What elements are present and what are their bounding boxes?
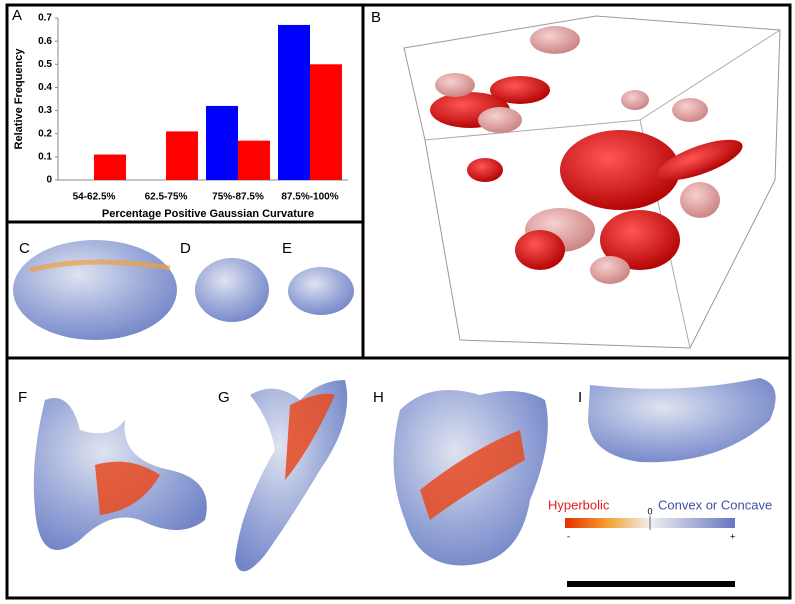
colorbar-left-label: Hyperbolic <box>548 497 610 512</box>
bar-chart: Percentage Positive Gaussian Curvature R… <box>13 13 348 220</box>
cell <box>478 107 522 133</box>
cell <box>490 76 550 104</box>
x-tick-label: 54-62.5% <box>73 192 116 203</box>
y-tick-label: 0.1 <box>38 151 52 162</box>
curvature-band <box>29 259 171 273</box>
colorbar-min-label: - <box>567 531 570 541</box>
panel-label: H <box>373 389 384 406</box>
x-tick-label: 75%-87.5% <box>212 192 264 203</box>
cell <box>590 256 630 284</box>
cell <box>600 210 680 270</box>
panel-fi-shapes <box>33 378 776 587</box>
bar <box>238 140 270 180</box>
box-edge <box>639 29 781 121</box>
bar <box>310 64 342 180</box>
shape-d <box>195 258 269 322</box>
bar <box>94 154 126 180</box>
panel-fi-frame <box>5 356 792 600</box>
bounding-box <box>403 15 781 349</box>
box-edge <box>424 119 641 141</box>
cell <box>435 73 475 97</box>
panel-label: C <box>19 240 30 257</box>
curvature-patch <box>285 393 335 480</box>
y-tick-label: 0.2 <box>38 128 52 139</box>
colorbar-max-label: + <box>730 531 735 541</box>
x-tick-label: 87.5%-100% <box>281 192 338 203</box>
text-layer: A B C D E F G H I Hyperbolic Convex or C… <box>12 7 772 541</box>
panel-b-scene <box>403 15 781 349</box>
colorbar-mid-label: 0 <box>647 506 652 516</box>
panel-cde-shapes <box>13 240 354 340</box>
cell <box>560 130 680 210</box>
y-tick-label: 0.3 <box>38 105 52 116</box>
cell <box>657 139 743 181</box>
x-tick-label: 62.5-75% <box>145 192 188 203</box>
cell <box>530 26 580 54</box>
shape-e <box>288 267 354 315</box>
x-axis-label: Percentage Positive Gaussian Curvature <box>102 208 314 220</box>
panel-frames <box>5 3 792 600</box>
y-tick-label: 0.6 <box>38 36 52 47</box>
shape-i <box>588 378 776 463</box>
cell <box>621 90 649 110</box>
panel-label: B <box>371 9 381 26</box>
shape-g <box>235 380 348 572</box>
bar <box>206 105 238 180</box>
cell <box>672 98 708 122</box>
cell <box>680 182 720 218</box>
panel-label: F <box>18 389 27 406</box>
curvature-patch <box>95 461 160 515</box>
y-tick-label: 0 <box>46 175 52 186</box>
cell <box>467 158 503 182</box>
y-tick-label: 0.5 <box>38 59 52 70</box>
y-tick-label: 0.4 <box>38 82 52 93</box>
bar <box>278 24 310 181</box>
panel-label: I <box>578 389 582 406</box>
panel-label: E <box>282 240 292 257</box>
panel-label: G <box>218 389 230 406</box>
panel-label: A <box>12 7 22 24</box>
panel-label: D <box>180 240 191 257</box>
y-axis-label: Relative Frequency <box>13 48 25 150</box>
shape-c <box>13 240 177 340</box>
curvature-patch <box>420 430 525 520</box>
y-tick-label: 0.7 <box>38 13 52 24</box>
cell <box>515 230 565 270</box>
colorbar-right-label: Convex or Concave <box>658 497 772 512</box>
bar <box>166 131 198 180</box>
